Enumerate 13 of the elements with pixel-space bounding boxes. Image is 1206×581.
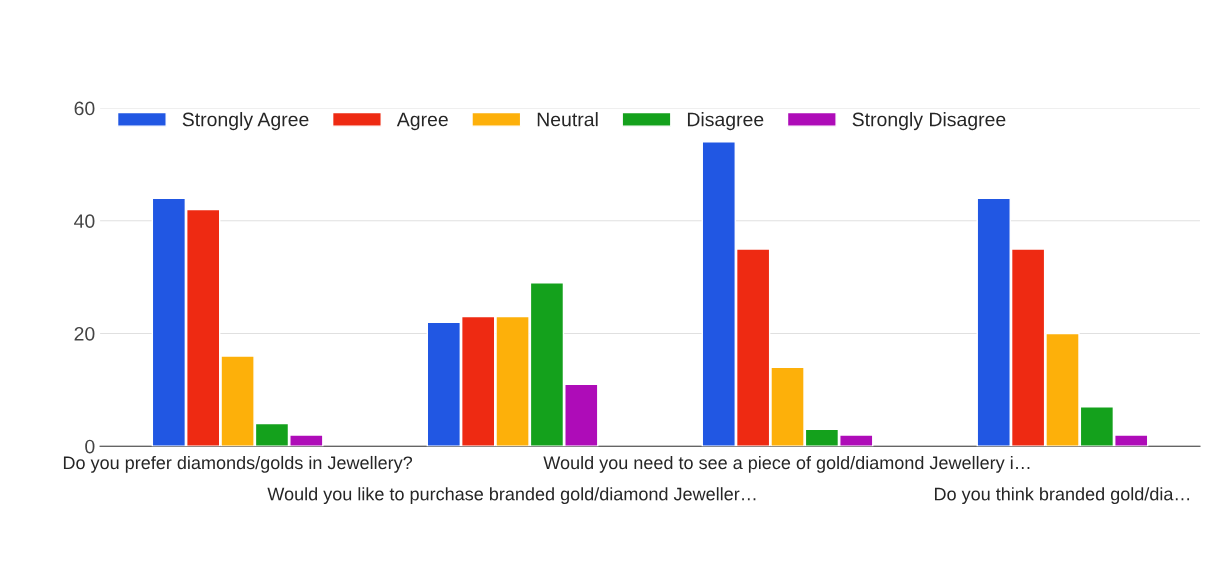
legend-label: Strongly Agree [182, 112, 309, 131]
x-tick-label: Would you need to see a piece of gold/diamond Jewellery i… [543, 455, 1030, 473]
x-tick-label: Do you think branded gold/dia… [935, 487, 1190, 505]
legend-label: Strongly Disagree [852, 112, 1006, 131]
x-tick-label: Do you prefer diamonds/golds in Jewellery? [63, 455, 413, 473]
y-tick-label: 40 [74, 214, 95, 229]
x-tick-label: Would you like to purchase branded gold/diamond Jeweller… [267, 487, 756, 505]
y-tick-label: 20 [74, 326, 95, 341]
legend-label: Agree [396, 112, 448, 131]
y-tick-label: 60 [74, 101, 95, 116]
y-tick-label: 0 [85, 439, 95, 454]
legend-label: Neutral [537, 112, 598, 127]
legend-label: Disagree [687, 112, 764, 131]
